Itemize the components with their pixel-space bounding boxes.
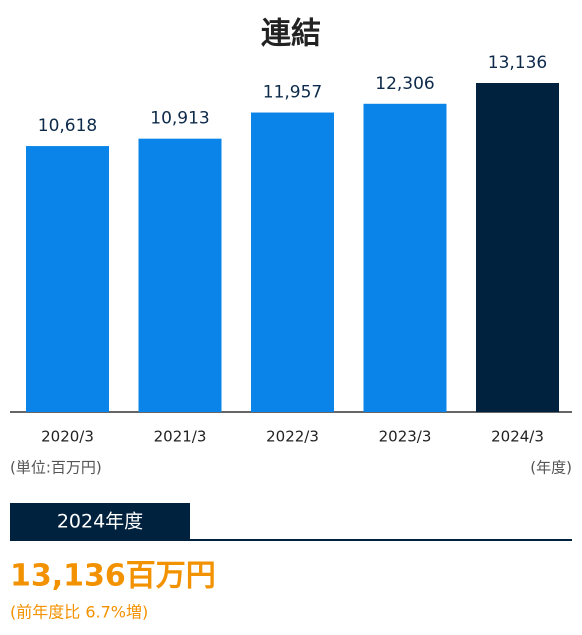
summary-tag: 2024年度 [57, 511, 143, 533]
bar [138, 138, 222, 412]
x-tick-label: 2024/3 [491, 428, 544, 446]
value-label: 11,957 [263, 83, 322, 103]
value-label: 12,306 [375, 74, 434, 94]
summary-value: 13,136百万円 [10, 559, 216, 594]
x-tick-label: 2022/3 [266, 428, 319, 446]
unit-label: (単位:百万円) [10, 459, 102, 477]
summary-note: (前年度比 6.7%増) [10, 603, 148, 622]
value-label: 10,913 [150, 109, 209, 129]
x-axis-label: (年度) [530, 459, 572, 477]
chart-title: 連結 [261, 17, 321, 52]
bar [476, 83, 559, 412]
x-tick-label: 2020/3 [41, 428, 94, 446]
value-label: 13,136 [488, 53, 547, 73]
bar [363, 103, 447, 413]
bar [251, 112, 334, 412]
tag-background [10, 503, 190, 541]
x-tick-label: 2023/3 [379, 428, 432, 446]
x-tick-label: 2021/3 [154, 428, 207, 446]
value-label: 10,618 [38, 116, 97, 136]
bar [26, 146, 109, 413]
